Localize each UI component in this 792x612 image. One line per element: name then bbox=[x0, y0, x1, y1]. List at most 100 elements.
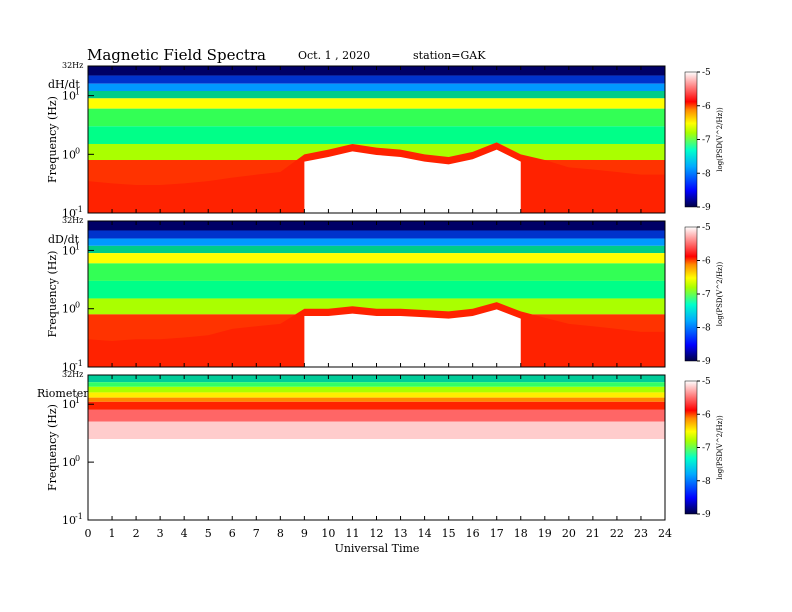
x-tick-label: 20 bbox=[562, 527, 576, 540]
colorbar bbox=[684, 71, 698, 208]
colorbar-tick-label: -5 bbox=[702, 223, 711, 233]
y-tick-label: 10 bbox=[62, 148, 76, 161]
panel-name: dD/dt bbox=[48, 233, 80, 246]
station-label: station=GAK bbox=[413, 49, 486, 62]
y-axis-label: Frequency (Hz) bbox=[46, 96, 59, 183]
y-tick-exponent: 1 bbox=[75, 242, 80, 251]
colorbar-tick-label: -5 bbox=[702, 377, 711, 387]
x-axis-label: Universal Time bbox=[335, 542, 420, 555]
spectrum-band bbox=[88, 263, 665, 281]
colorbar-tick-label: -7 bbox=[702, 444, 711, 454]
colorbar-tick-label: -8 bbox=[702, 324, 711, 334]
x-tick-label: 3 bbox=[157, 527, 164, 540]
y-tick-exponent: 1 bbox=[75, 396, 80, 405]
colorbar-tick-label: -7 bbox=[702, 136, 711, 146]
x-tick-label: 4 bbox=[181, 527, 188, 540]
spectrum-band bbox=[88, 98, 665, 109]
colorbar-tick-label: -9 bbox=[702, 357, 711, 367]
quiet-region bbox=[304, 149, 521, 213]
spectrum-band bbox=[88, 245, 665, 254]
y-top-label: 32Hz bbox=[62, 216, 83, 225]
colorbar-tick-label: -8 bbox=[702, 169, 711, 179]
colorbar-label: log(PSD(V^2/Hz)) bbox=[716, 415, 724, 480]
y-tick-label: 10 bbox=[62, 456, 76, 469]
colorbar bbox=[684, 226, 698, 362]
colorbar-label: log(PSD(V^2/Hz)) bbox=[716, 261, 724, 326]
spectrum-band bbox=[88, 90, 665, 99]
x-tick-label: 23 bbox=[634, 527, 648, 540]
y-top-label: 32Hz bbox=[62, 61, 83, 70]
y-top-label: 32Hz bbox=[62, 370, 83, 379]
y-axis-label: Frequency (Hz) bbox=[46, 404, 59, 491]
panel-name: dH/dt bbox=[48, 78, 80, 91]
spectrum-band bbox=[88, 221, 665, 231]
spectrum-band bbox=[88, 382, 665, 387]
x-tick-label: 15 bbox=[442, 527, 456, 540]
spectrum-band bbox=[88, 108, 665, 127]
y-tick-exponent: 0 bbox=[75, 146, 80, 155]
spectrum-band bbox=[88, 230, 665, 239]
colorbar-tick-label: -7 bbox=[702, 290, 711, 300]
panel-name: Riometer bbox=[37, 387, 89, 400]
colorbar-label: log(PSD(V^2/Hz)) bbox=[716, 107, 724, 172]
y-tick-label: 10 bbox=[62, 90, 76, 103]
spectrum-band bbox=[88, 401, 665, 410]
spectrum-band bbox=[88, 238, 665, 246]
spectrum-band bbox=[88, 280, 665, 299]
spectrum-band bbox=[88, 83, 665, 91]
x-tick-label: 22 bbox=[610, 527, 624, 540]
y-tick-label: 10 bbox=[62, 514, 76, 527]
y-tick-label: 10 bbox=[62, 398, 76, 411]
x-tick-label: 11 bbox=[345, 527, 359, 540]
y-tick-exponent: -1 bbox=[75, 359, 83, 368]
y-tick-exponent: 0 bbox=[75, 301, 80, 310]
colorbar-tick-label: -9 bbox=[702, 203, 711, 213]
x-tick-label: 12 bbox=[370, 527, 384, 540]
x-tick-label: 24 bbox=[658, 527, 672, 540]
y-tick-label: 10 bbox=[62, 207, 76, 220]
x-tick-label: 7 bbox=[253, 527, 260, 540]
y-tick-exponent: 0 bbox=[75, 454, 80, 463]
chart-title: Magnetic Field Spectra bbox=[87, 46, 266, 64]
spectrum-band bbox=[88, 409, 665, 422]
spectrum-band bbox=[88, 386, 665, 393]
chart-date: Oct. 1 , 2020 bbox=[298, 49, 370, 62]
x-tick-label: 19 bbox=[538, 527, 552, 540]
x-tick-label: 5 bbox=[205, 527, 212, 540]
colorbar-tick-label: -9 bbox=[702, 510, 711, 520]
x-tick-label: 9 bbox=[301, 527, 308, 540]
y-tick-exponent: -1 bbox=[75, 512, 83, 521]
x-tick-label: 16 bbox=[466, 527, 480, 540]
x-tick-label: 17 bbox=[490, 527, 504, 540]
spectrum-band bbox=[88, 298, 665, 315]
y-tick-label: 10 bbox=[62, 303, 76, 316]
x-tick-label: 13 bbox=[394, 527, 408, 540]
spectrum-band bbox=[88, 421, 665, 440]
x-tick-label: 6 bbox=[229, 527, 236, 540]
spectrum-band bbox=[88, 66, 665, 76]
y-tick-exponent: 1 bbox=[75, 88, 80, 97]
spectrum-band bbox=[88, 126, 665, 144]
colorbar-tick-label: -6 bbox=[702, 410, 711, 420]
x-tick-label: 8 bbox=[277, 527, 284, 540]
x-tick-label: 21 bbox=[586, 527, 600, 540]
x-tick-label: 0 bbox=[85, 527, 92, 540]
spectrum-band bbox=[88, 392, 665, 398]
quiet-region bbox=[304, 309, 521, 367]
x-tick-label: 1 bbox=[109, 527, 116, 540]
spectrum-band bbox=[88, 397, 665, 402]
x-tick-label: 14 bbox=[418, 527, 432, 540]
colorbar-tick-label: -8 bbox=[702, 477, 711, 487]
spectrum-band bbox=[88, 75, 665, 84]
colorbar-tick-label: -5 bbox=[702, 68, 711, 78]
y-tick-label: 10 bbox=[62, 244, 76, 257]
colorbar bbox=[684, 380, 698, 515]
x-tick-label: 2 bbox=[133, 527, 140, 540]
y-axis-label: Frequency (Hz) bbox=[46, 251, 59, 338]
x-tick-label: 18 bbox=[514, 527, 528, 540]
colorbar-tick-label: -6 bbox=[702, 257, 711, 267]
